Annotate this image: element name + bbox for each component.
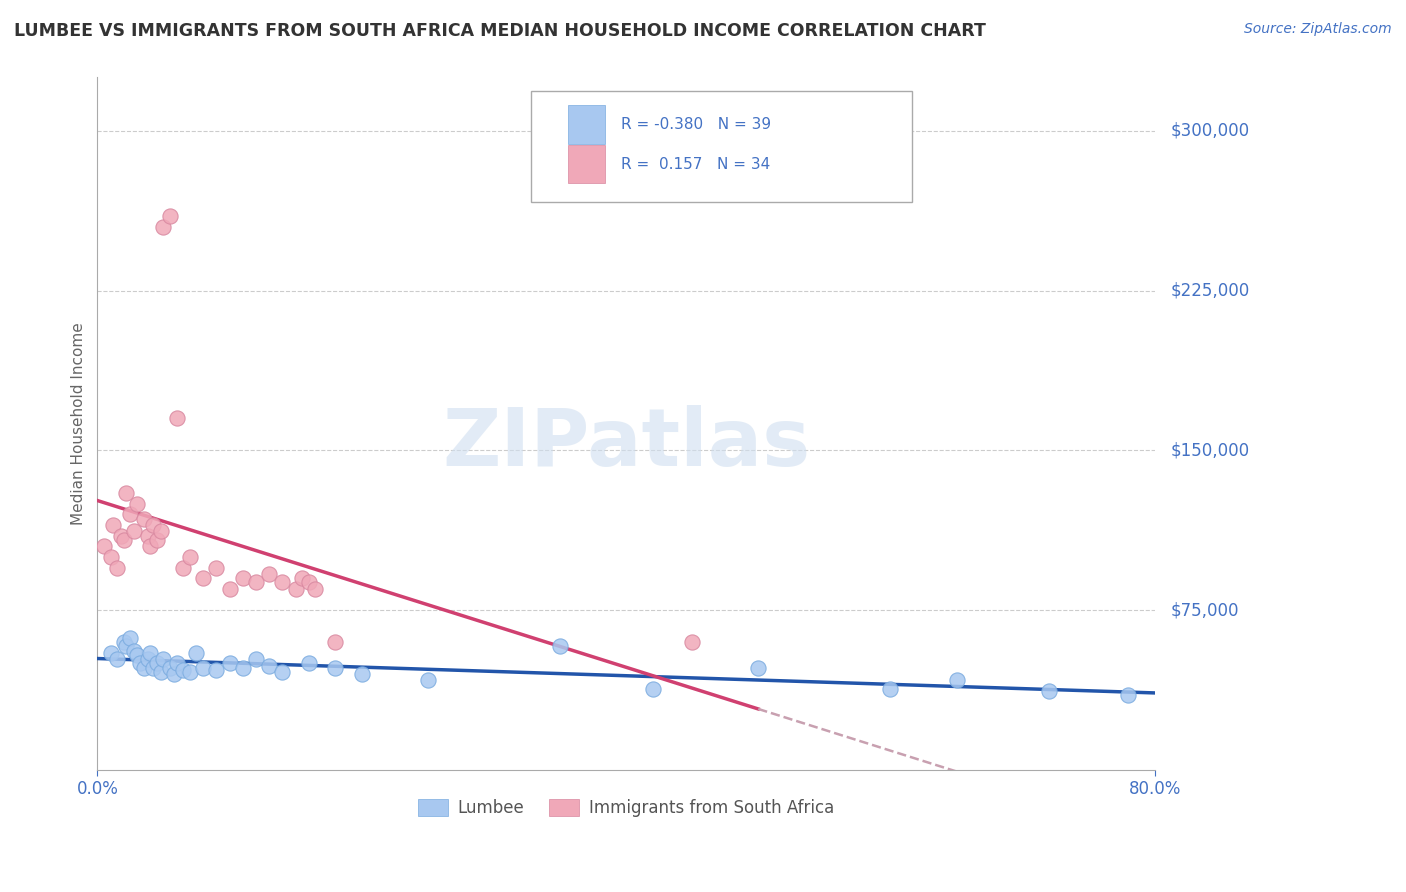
Text: ZIPatlas: ZIPatlas bbox=[441, 406, 810, 483]
Point bbox=[681, 635, 703, 649]
Point bbox=[110, 528, 132, 542]
Point bbox=[149, 665, 172, 679]
Text: $300,000: $300,000 bbox=[1171, 121, 1250, 140]
Point bbox=[100, 646, 122, 660]
Point bbox=[136, 528, 159, 542]
Point bbox=[641, 681, 664, 696]
Point bbox=[284, 582, 307, 596]
Point bbox=[879, 681, 901, 696]
Point bbox=[245, 652, 267, 666]
Point bbox=[172, 663, 194, 677]
Point bbox=[115, 640, 138, 654]
FancyBboxPatch shape bbox=[531, 91, 911, 202]
Point bbox=[163, 667, 186, 681]
Point bbox=[298, 575, 321, 590]
Bar bbox=[568, 105, 605, 144]
Point bbox=[257, 566, 280, 581]
Y-axis label: Median Household Income: Median Household Income bbox=[72, 322, 86, 525]
Text: $75,000: $75,000 bbox=[1171, 601, 1239, 619]
Point bbox=[1038, 684, 1060, 698]
Point bbox=[132, 661, 155, 675]
Point bbox=[945, 673, 967, 688]
Point bbox=[271, 575, 294, 590]
Point bbox=[232, 571, 254, 585]
Point bbox=[298, 657, 321, 671]
Point bbox=[142, 661, 165, 675]
Point bbox=[179, 665, 201, 679]
Point bbox=[124, 524, 146, 539]
Point bbox=[112, 533, 135, 547]
Point bbox=[271, 665, 294, 679]
Text: R =  0.157   N = 34: R = 0.157 N = 34 bbox=[621, 156, 770, 171]
Point bbox=[103, 517, 125, 532]
Point bbox=[245, 575, 267, 590]
Point bbox=[120, 508, 142, 522]
Text: $225,000: $225,000 bbox=[1171, 282, 1250, 300]
Point bbox=[232, 661, 254, 675]
Point bbox=[191, 661, 214, 675]
Point bbox=[112, 635, 135, 649]
Point bbox=[747, 661, 769, 675]
Point bbox=[132, 511, 155, 525]
Point bbox=[304, 582, 326, 596]
Point bbox=[159, 209, 181, 223]
Point bbox=[172, 560, 194, 574]
Point bbox=[191, 571, 214, 585]
Text: R = -0.380   N = 39: R = -0.380 N = 39 bbox=[621, 117, 770, 132]
Point bbox=[128, 657, 150, 671]
Point bbox=[416, 673, 439, 688]
Point bbox=[100, 549, 122, 564]
Point bbox=[218, 582, 240, 596]
Point bbox=[186, 646, 208, 660]
Point bbox=[350, 667, 373, 681]
Text: LUMBEE VS IMMIGRANTS FROM SOUTH AFRICA MEDIAN HOUSEHOLD INCOME CORRELATION CHART: LUMBEE VS IMMIGRANTS FROM SOUTH AFRICA M… bbox=[14, 22, 986, 40]
Point bbox=[125, 497, 148, 511]
Point bbox=[142, 517, 165, 532]
Point bbox=[323, 661, 346, 675]
Point bbox=[120, 631, 142, 645]
Point bbox=[93, 539, 115, 553]
Point bbox=[146, 657, 169, 671]
Point bbox=[139, 646, 162, 660]
Point bbox=[257, 658, 280, 673]
Point bbox=[166, 411, 188, 425]
Point bbox=[205, 560, 228, 574]
Point bbox=[291, 571, 314, 585]
Point bbox=[159, 661, 181, 675]
Text: Source: ZipAtlas.com: Source: ZipAtlas.com bbox=[1244, 22, 1392, 37]
Point bbox=[179, 549, 201, 564]
Point bbox=[139, 539, 162, 553]
Point bbox=[105, 652, 128, 666]
Point bbox=[149, 524, 172, 539]
Point bbox=[105, 560, 128, 574]
Point bbox=[152, 219, 174, 234]
Bar bbox=[568, 145, 605, 183]
Point bbox=[146, 533, 169, 547]
Legend: Lumbee, Immigrants from South Africa: Lumbee, Immigrants from South Africa bbox=[411, 792, 841, 824]
Point bbox=[152, 652, 174, 666]
Point bbox=[548, 640, 571, 654]
Point bbox=[166, 657, 188, 671]
Point bbox=[205, 663, 228, 677]
Point bbox=[124, 643, 146, 657]
Point bbox=[125, 648, 148, 662]
Point bbox=[136, 652, 159, 666]
Point bbox=[218, 657, 240, 671]
Point bbox=[1118, 689, 1140, 703]
Point bbox=[323, 635, 346, 649]
Text: $150,000: $150,000 bbox=[1171, 442, 1250, 459]
Point bbox=[115, 486, 138, 500]
